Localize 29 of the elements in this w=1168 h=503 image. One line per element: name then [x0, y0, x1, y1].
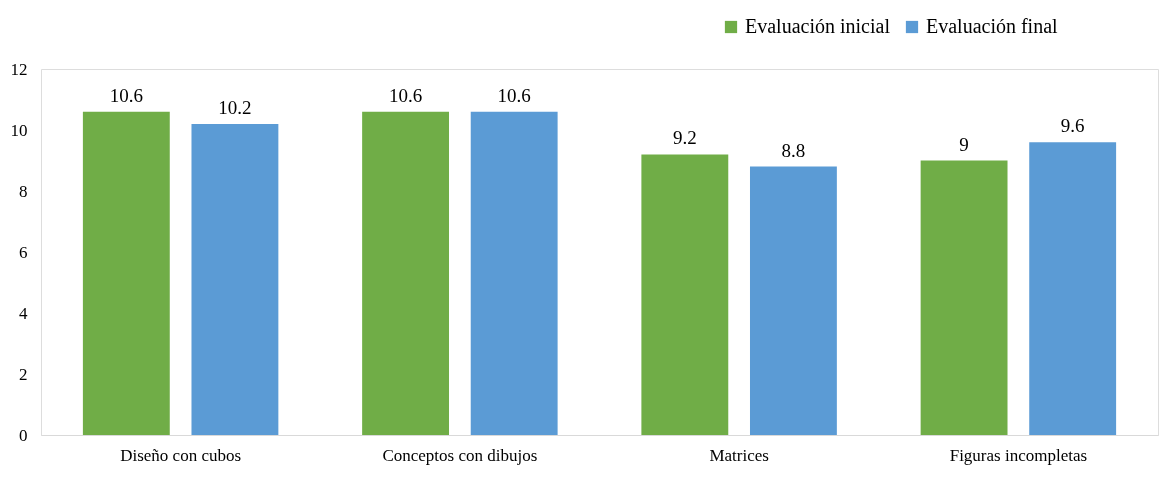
y-tick-label: 10 [10, 120, 28, 140]
data-label: 10.6 [109, 84, 143, 106]
x-tick-label: Diseño con cubos [120, 445, 242, 465]
y-tick-label: 12 [10, 59, 28, 79]
bar [920, 160, 1008, 435]
data-label: 9.2 [672, 127, 697, 149]
data-label: 8.8 [781, 139, 806, 161]
x-tick-label: Figuras incompletas [949, 445, 1088, 465]
y-tick-label: 0 [19, 425, 28, 445]
data-label: 9.6 [1060, 115, 1085, 137]
x-tick-label: Conceptos con dibujos [382, 445, 538, 465]
legend-label: Evaluación inicial [745, 15, 891, 37]
y-tick-label: 8 [19, 181, 28, 201]
y-tick-label: 4 [19, 303, 28, 323]
bar [470, 111, 558, 435]
bar [362, 111, 450, 435]
data-label: 10.6 [497, 84, 531, 106]
bar [82, 111, 170, 435]
bar [641, 154, 729, 435]
bar [749, 166, 837, 435]
data-label: 10.6 [388, 84, 423, 106]
y-tick-label: 2 [19, 364, 28, 384]
data-label: 9 [959, 133, 969, 155]
y-tick-label: 6 [19, 242, 28, 262]
legend-label: Evaluación final [926, 15, 1059, 37]
data-label: 10.2 [218, 96, 252, 118]
bar [191, 123, 279, 435]
x-tick-label: Matrices [709, 445, 769, 465]
bar [1029, 142, 1117, 435]
